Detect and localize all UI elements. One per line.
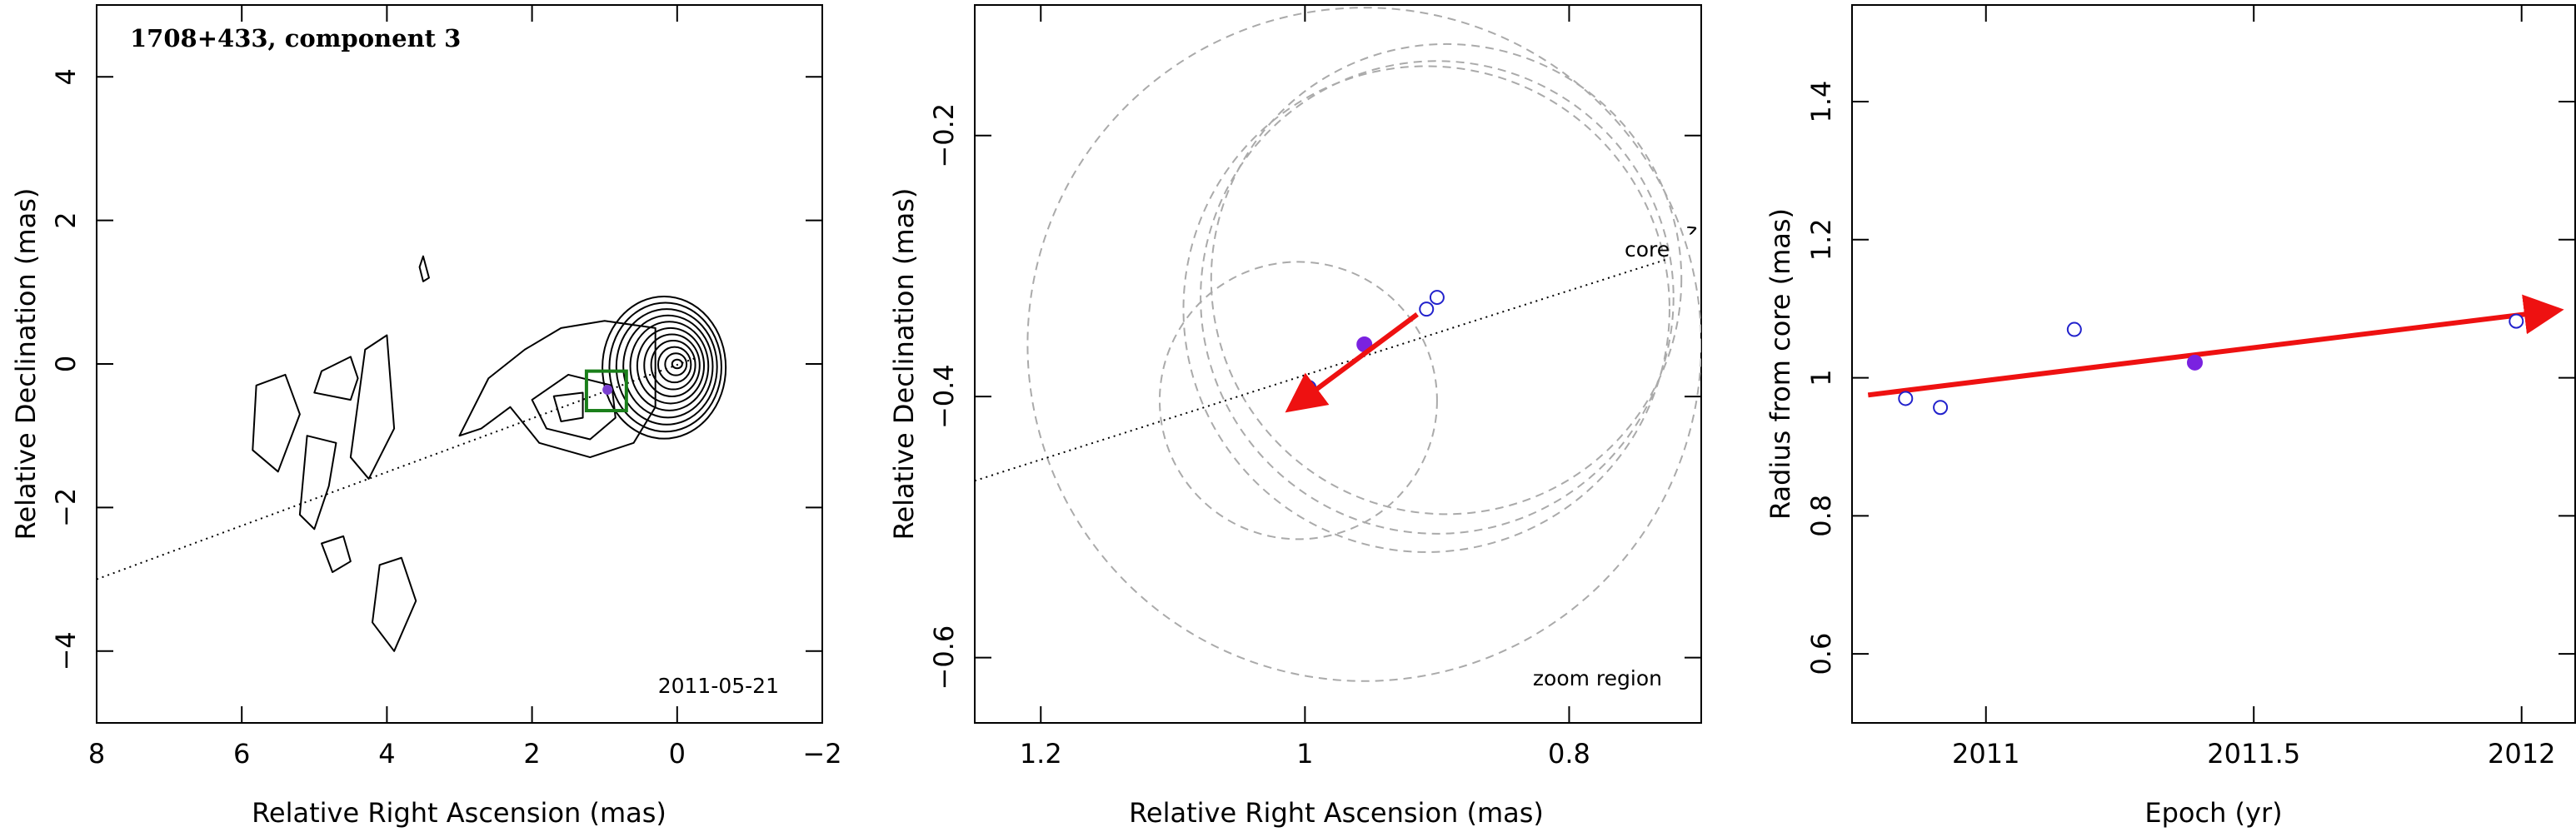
y-tick-label: −0.4 <box>928 364 960 429</box>
contour-level <box>458 320 656 459</box>
contour-level <box>602 295 727 440</box>
panel-3-x-axis-title: Epoch (yr) <box>2144 797 2282 829</box>
trajectory-line-zoom <box>975 257 1669 482</box>
x-tick-label: 2011.5 <box>2207 738 2300 770</box>
panel-3-y-axis-title: Radius from core (mas) <box>1765 208 1796 520</box>
y-tick-label: −0.6 <box>928 625 960 690</box>
data-point-open <box>2509 313 2524 329</box>
panel-1-y-axis-title: Relative Declination (mas) <box>10 188 42 541</box>
contour-level <box>608 301 722 433</box>
x-tick-label: 2012 <box>2488 738 2555 770</box>
panel-2-plot-area <box>975 7 1701 682</box>
panel-3: 2011 2011.5 2012 0.6 0.8 1 1.2 1.4 Epoch (yr) R… <box>1765 4 2576 829</box>
panel-1-plot-area <box>97 255 727 652</box>
panel-2-y-axis-title: Relative Declination (mas) <box>888 188 920 541</box>
contour-level <box>552 391 584 422</box>
contour-level <box>664 352 688 376</box>
x-tick-label: 0 <box>669 738 686 770</box>
y-tick-label: 0.8 <box>1805 495 1837 537</box>
data-point-open <box>1933 400 1949 416</box>
contour-level <box>531 373 617 441</box>
y-tick-label: 0 <box>50 356 82 372</box>
y-tick-label: 2 <box>50 212 82 228</box>
zoom-region-label: zoom region <box>1533 666 1662 690</box>
data-point-open <box>2066 321 2082 337</box>
panel-1-ticks: 8 6 4 2 0 −2 −4 −2 0 2 4 <box>50 5 842 770</box>
component-marker <box>602 385 613 396</box>
panel-3-plot-area <box>1867 294 2564 416</box>
contour-level <box>656 346 692 384</box>
y-tick-label: −0.2 <box>928 103 960 168</box>
core-label: core <box>1625 237 1670 262</box>
panel-1-title: 1708+433, component 3 <box>130 24 461 52</box>
contour-map <box>252 255 727 652</box>
x-tick-label: 6 <box>233 738 250 770</box>
y-tick-label: 4 <box>50 68 82 85</box>
error-circles <box>1026 7 1701 682</box>
panel-2: 1.2 1 0.8 −0.6 −0.4 −0.2 core zoom region Rel… <box>888 4 1702 829</box>
x-tick-label: −2 <box>802 738 841 770</box>
error-circle <box>1026 7 1701 682</box>
trajectory-line <box>97 356 700 580</box>
x-tick-label: 2 <box>523 738 540 770</box>
contour-level <box>671 358 683 370</box>
y-tick-label: −4 <box>50 631 82 670</box>
panel-3-ticks: 2011 2011.5 2012 0.6 0.8 1 1.2 1.4 <box>1805 5 2575 770</box>
y-tick-label: 1.2 <box>1805 218 1837 261</box>
velocity-arrow <box>1285 312 1419 413</box>
y-tick-label: 0.6 <box>1805 633 1837 675</box>
panel-2-ticks: 1.2 1 0.8 −0.6 −0.4 −0.2 <box>928 5 1701 770</box>
x-tick-label: 0.8 <box>1548 738 1590 770</box>
contour-level <box>629 321 710 411</box>
radius-points <box>1898 313 2524 416</box>
data-point-open <box>1898 391 1914 406</box>
contour-level <box>418 255 430 282</box>
contour-level <box>636 326 706 405</box>
contour-level <box>622 314 714 419</box>
contour-level <box>643 333 701 398</box>
error-circle <box>1200 60 1675 535</box>
panel-1: 8 6 4 2 0 −2 −4 −2 0 2 4 1708+433, component 3 201… <box>10 4 842 829</box>
error-circle <box>1158 261 1438 541</box>
data-point-filled <box>2186 354 2203 371</box>
x-tick-label: 8 <box>88 738 105 770</box>
zoom-box <box>584 369 628 413</box>
data-point-open <box>1419 301 1435 317</box>
error-circle <box>1210 42 1683 516</box>
epoch-date-label: 2011-05-21 <box>658 674 779 698</box>
contour-level <box>615 308 718 426</box>
data-point-open <box>1429 290 1445 306</box>
panel-1-x-axis-title: Relative Right Ascension (mas) <box>252 797 666 829</box>
contour-level <box>252 373 301 473</box>
contour-level <box>298 435 337 531</box>
y-tick-label: 1.4 <box>1805 81 1837 123</box>
contour-level <box>371 556 417 652</box>
contour-level <box>321 535 352 573</box>
contour-level <box>313 356 359 401</box>
contour-level <box>650 340 696 391</box>
y-tick-label: 1 <box>1805 369 1837 386</box>
panel-2-x-axis-title: Relative Right Ascension (mas) <box>1129 797 1544 829</box>
error-circle <box>1182 65 1670 553</box>
panel-2-frame <box>974 4 1702 724</box>
x-tick-label: 1.2 <box>1020 738 1062 770</box>
panel-3-frame <box>1851 4 2576 724</box>
contour-level <box>349 334 396 480</box>
y-tick-label: −2 <box>50 488 82 527</box>
x-tick-label: 4 <box>378 738 395 770</box>
radius-fit-arrow <box>1867 294 2564 398</box>
x-tick-label: 1 <box>1296 738 1313 770</box>
x-tick-label: 2011 <box>1952 738 2019 770</box>
